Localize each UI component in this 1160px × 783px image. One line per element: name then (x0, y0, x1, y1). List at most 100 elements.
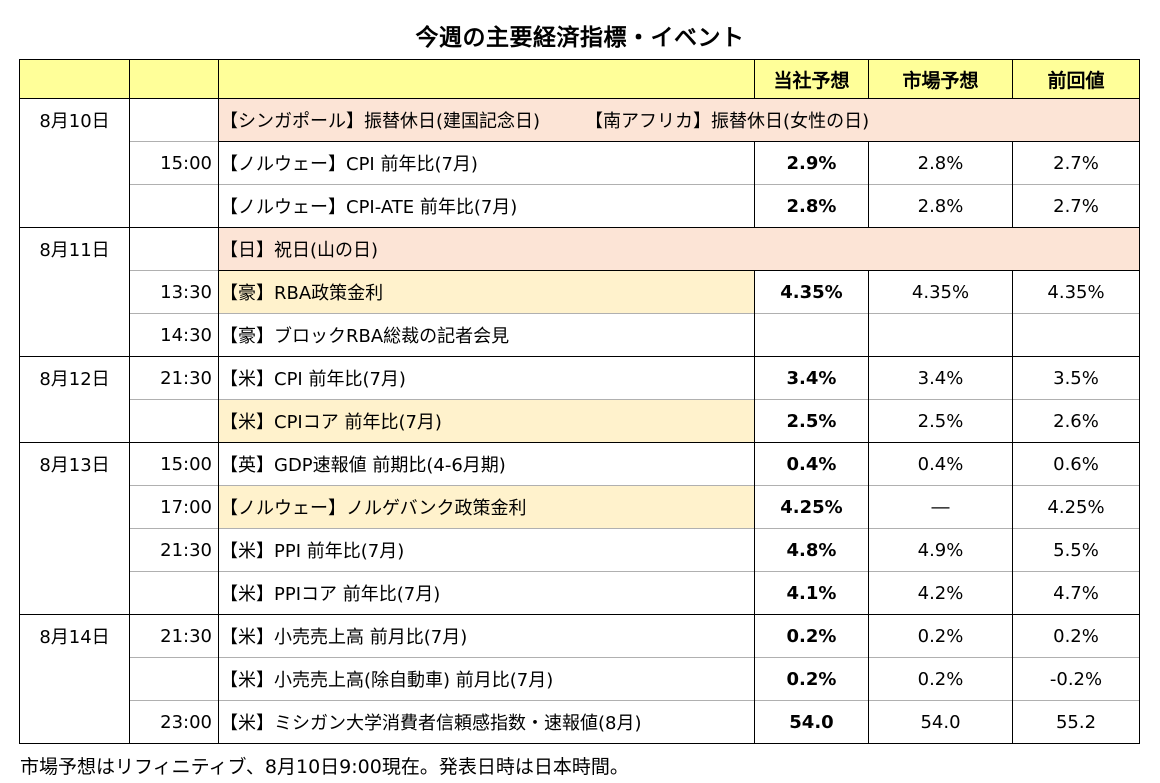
table-row: 8月14日 21:30 【米】小売売上高 前月比(7月) 0.2% 0.2% 0.2% (19, 614, 1140, 658)
market-forecast-cell: 2.8% (868, 184, 1013, 228)
our-forecast-cell: 0.2% (754, 657, 869, 701)
market-forecast-cell: 3.4% (868, 356, 1013, 400)
previous-value-cell: 0.2% (1012, 614, 1140, 658)
event-cell: 【米】PPIコア 前年比(7月) (218, 571, 755, 615)
table-header-row: 当社予想 市場予想 前回値 (19, 59, 1140, 99)
our-forecast-cell: 4.25% (754, 485, 869, 529)
date-cell (19, 657, 130, 701)
event-cell: 【英】GDP速報値 前期比(4-6月期) (218, 442, 755, 486)
date-cell: 8月11日 (19, 227, 130, 271)
event-cell: 【ノルウェー】ノルゲバンク政策金利 (218, 485, 755, 529)
time-cell: 14:30 (129, 313, 219, 357)
market-forecast-cell: 0.2% (868, 614, 1013, 658)
market-forecast-cell: 54.0 (868, 700, 1013, 744)
previous-value-cell: 0.6% (1012, 442, 1140, 486)
market-forecast-cell: 4.35% (868, 270, 1013, 314)
event-cell: 【米】小売売上高(除自動車) 前月比(7月) (218, 657, 755, 701)
table-body: 当社予想 市場予想 前回値 8月10日 【シンガポール】振替休日(建国記念日) 【… (19, 59, 1140, 744)
date-cell: 8月12日 (19, 356, 130, 400)
event-cell: 【豪】RBA政策金利 (218, 270, 755, 314)
table-row: 【米】小売売上高(除自動車) 前月比(7月) 0.2% 0.2% -0.2% (19, 657, 1140, 701)
header-market-forecast: 市場予想 (868, 59, 1013, 99)
previous-value-cell: 2.6% (1012, 399, 1140, 443)
previous-value-cell: 55.2 (1012, 700, 1140, 744)
event-cell: 【米】CPIコア 前年比(7月) (218, 399, 755, 443)
page-title: 今週の主要経済指標・イベント (415, 25, 745, 51)
market-forecast-cell: 0.2% (868, 657, 1013, 701)
holiday-event-cell: 【日】祝日(山の日) (218, 227, 1140, 271)
market-forecast-cell: 4.2% (868, 571, 1013, 615)
table-row: 14:30 【豪】ブロックRBA総裁の記者会見 (19, 313, 1140, 357)
table-row: 【米】PPIコア 前年比(7月) 4.1% 4.2% 4.7% (19, 571, 1140, 615)
previous-value-cell: 4.25% (1012, 485, 1140, 529)
date-cell (19, 399, 130, 443)
event-cell: 【米】CPI 前年比(7月) (218, 356, 755, 400)
date-cell: 8月10日 (19, 98, 130, 142)
date-cell (19, 184, 130, 228)
date-cell (19, 485, 130, 529)
market-forecast-cell (868, 313, 1013, 357)
previous-value-cell: 2.7% (1012, 184, 1140, 228)
time-cell: 17:00 (129, 485, 219, 529)
market-forecast-cell: 4.9% (868, 528, 1013, 572)
time-cell (129, 184, 219, 228)
date-cell (19, 313, 130, 357)
table-row: 8月13日 15:00 【英】GDP速報値 前期比(4-6月期) 0.4% 0.4% 0.… (19, 442, 1140, 486)
economic-calendar-table: 当社予想 市場予想 前回値 8月10日 【シンガポール】振替休日(建国記念日) 【… (19, 59, 1140, 744)
table-row: 13:30 【豪】RBA政策金利 4.35% 4.35% 4.35% (19, 270, 1140, 314)
holiday-event-cell: 【シンガポール】振替休日(建国記念日) 【南アフリカ】振替休日(女性の日) (218, 98, 1140, 142)
table-row: 17:00 【ノルウェー】ノルゲバンク政策金利 4.25% ― 4.25% (19, 485, 1140, 529)
our-forecast-cell: 2.9% (754, 141, 869, 185)
time-cell: 15:00 (129, 442, 219, 486)
date-cell (19, 528, 130, 572)
our-forecast-cell: 4.1% (754, 571, 869, 615)
our-forecast-cell: 2.8% (754, 184, 869, 228)
date-cell: 8月13日 (19, 442, 130, 486)
date-cell (19, 700, 130, 744)
table-row: 23:00 【米】ミシガン大学消費者信頼感指数・速報値(8月) 54.0 54.0 55… (19, 700, 1140, 744)
table-row: 8月11日 【日】祝日(山の日) (19, 227, 1140, 271)
market-forecast-cell: 0.4% (868, 442, 1013, 486)
time-cell: 15:00 (129, 141, 219, 185)
our-forecast-cell: 4.35% (754, 270, 869, 314)
date-cell: 8月14日 (19, 614, 130, 658)
event-cell: 【米】小売売上高 前月比(7月) (218, 614, 755, 658)
header-our-forecast: 当社予想 (754, 59, 869, 99)
time-cell: 21:30 (129, 528, 219, 572)
table-row: 【米】CPIコア 前年比(7月) 2.5% 2.5% 2.6% (19, 399, 1140, 443)
footnote: 市場予想はリフィニティブ、8月10日9:00現在。発表日時は日本時間。 (20, 756, 629, 778)
date-cell (19, 571, 130, 615)
header-event (218, 59, 755, 99)
previous-value-cell: 2.7% (1012, 141, 1140, 185)
previous-value-cell: 4.35% (1012, 270, 1140, 314)
previous-value-cell: 5.5% (1012, 528, 1140, 572)
our-forecast-cell (754, 313, 869, 357)
our-forecast-cell: 2.5% (754, 399, 869, 443)
header-previous: 前回値 (1012, 59, 1140, 99)
our-forecast-cell: 54.0 (754, 700, 869, 744)
table-row: 【ノルウェー】CPI-ATE 前年比(7月) 2.8% 2.8% 2.7% (19, 184, 1140, 228)
time-cell (129, 227, 219, 271)
table-row: 21:30 【米】PPI 前年比(7月) 4.8% 4.9% 5.5% (19, 528, 1140, 572)
event-cell: 【ノルウェー】CPI 前年比(7月) (218, 141, 755, 185)
our-forecast-cell: 0.2% (754, 614, 869, 658)
time-cell (129, 657, 219, 701)
time-cell (129, 571, 219, 615)
table-row: 15:00 【ノルウェー】CPI 前年比(7月) 2.9% 2.8% 2.7% (19, 141, 1140, 185)
event-cell: 【豪】ブロックRBA総裁の記者会見 (218, 313, 755, 357)
date-cell (19, 141, 130, 185)
previous-value-cell: 4.7% (1012, 571, 1140, 615)
event-cell: 【米】PPI 前年比(7月) (218, 528, 755, 572)
market-forecast-cell: 2.5% (868, 399, 1013, 443)
time-cell (129, 399, 219, 443)
header-date (19, 59, 130, 99)
time-cell: 23:00 (129, 700, 219, 744)
market-forecast-cell: ― (868, 485, 1013, 529)
time-cell: 21:30 (129, 356, 219, 400)
previous-value-cell (1012, 313, 1140, 357)
our-forecast-cell: 0.4% (754, 442, 869, 486)
our-forecast-cell: 4.8% (754, 528, 869, 572)
header-time (129, 59, 219, 99)
previous-value-cell: -0.2% (1012, 657, 1140, 701)
event-cell: 【ノルウェー】CPI-ATE 前年比(7月) (218, 184, 755, 228)
